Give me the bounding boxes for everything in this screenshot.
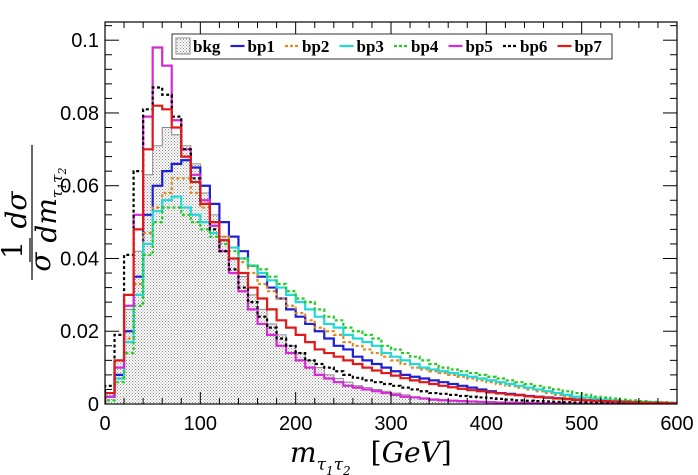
- series-bp6: [105, 86, 677, 404]
- svg-text:dσ: dσ: [0, 191, 33, 229]
- y-tick-label: 0.1: [71, 30, 99, 52]
- series-bp5: [105, 46, 677, 404]
- legend: bkg bp1 bp2 bp3 bp4 bp5 bp6 bp7: [171, 33, 613, 60]
- y-tick-label: 0.08: [60, 103, 99, 125]
- x-tick-label: 600: [660, 413, 693, 435]
- legend-label-bp5: bp5: [466, 37, 493, 56]
- legend-label-bp4: bp4: [411, 37, 439, 56]
- x-tick-label: 400: [470, 413, 503, 435]
- series-bp2: [105, 177, 677, 404]
- series-layer: [105, 46, 677, 404]
- x-tick-label: 300: [374, 413, 407, 435]
- x-tick-label: 0: [99, 413, 110, 435]
- svg-text:dmτ1τ2: dmτ1τ2: [30, 167, 69, 242]
- legend-label-bp3: bp3: [357, 37, 384, 56]
- legend-box: [171, 33, 613, 60]
- legend-label-bp7: bp7: [575, 37, 603, 56]
- legend-swatch-bkg: [175, 37, 191, 55]
- legend-label-bp6: bp6: [520, 37, 547, 56]
- x-tick-label: 100: [184, 413, 217, 435]
- y-tick-label: 0.06: [60, 176, 99, 198]
- legend-label-bp2: bp2: [302, 37, 329, 56]
- y-tick-label: 0.04: [60, 248, 99, 270]
- x-axis-title: mτ1τ2[GeV]: [290, 436, 452, 475]
- x-tick-label: 200: [279, 413, 312, 435]
- y-tick-label: 0: [88, 394, 99, 416]
- legend-label-bp1: bp1: [248, 37, 275, 56]
- axis-ticks: 0 100 200 300 400 500 600 0 0.02 0.04 0.06 0.08 0.1: [60, 22, 694, 435]
- x-tick-label: 500: [565, 413, 598, 435]
- svg-text:σ: σ: [24, 252, 57, 272]
- y-axis-title: 1 σ dσ dmτ1τ2: [0, 145, 69, 280]
- y-tick-label: 0.02: [60, 321, 99, 343]
- legend-label-bkg: bkg: [193, 37, 221, 56]
- svg-text:1: 1: [0, 241, 29, 259]
